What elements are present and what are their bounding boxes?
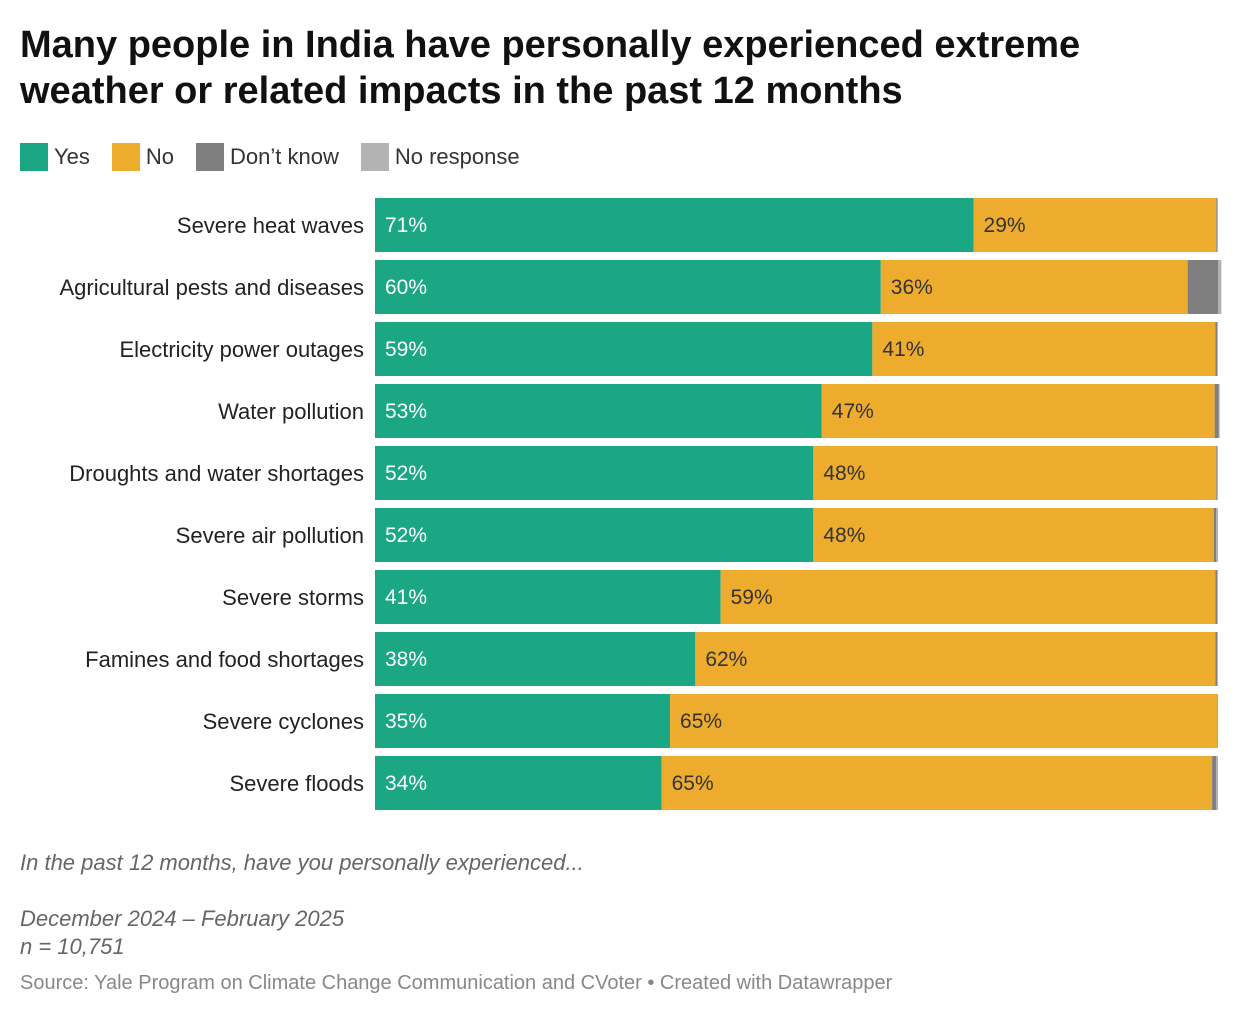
bar-no-response <box>1217 198 1218 252</box>
data-label-yes: 71% <box>385 214 427 237</box>
legend-label-yes: Yes <box>54 144 90 169</box>
bar-yes <box>375 632 696 686</box>
data-label-no: 59% <box>731 586 773 609</box>
data-label-no: 47% <box>832 400 874 423</box>
data-label-no: 41% <box>882 338 924 361</box>
bar-no <box>821 384 1215 438</box>
bar-row-agricultural-pests-and-diseases: Agricultural pests and diseases 60% 36% <box>60 260 1222 314</box>
data-label-yes: 60% <box>385 276 427 299</box>
bar-yes <box>375 322 873 376</box>
bar-dont-know <box>1216 198 1218 252</box>
data-label-no: 62% <box>705 648 747 671</box>
bar-no-response <box>1218 384 1220 438</box>
bar-no <box>813 508 1214 562</box>
legend-label-no: No <box>145 144 175 169</box>
category-label: Famines and food shortages <box>85 647 364 672</box>
bar-row-electricity-power-outages: Electricity power outages 59% 41% <box>119 322 1218 376</box>
bar-dont-know <box>1215 632 1218 686</box>
category-label: Droughts and water shortages <box>69 461 364 486</box>
bar-no-response <box>1217 322 1218 376</box>
category-label: Electricity power outages <box>119 337 364 362</box>
category-label: Severe storms <box>222 585 364 610</box>
bar-no <box>880 260 1188 314</box>
bar-dont-know <box>1213 508 1217 562</box>
legend-label-no-response: No response <box>394 144 520 169</box>
legend-swatch-dont-know <box>196 143 225 171</box>
bar-no <box>670 694 1218 748</box>
bar-row-severe-floods: Severe floods 34% 65% <box>229 756 1218 810</box>
bar-no <box>695 632 1216 686</box>
category-label: Severe heat waves <box>177 213 364 238</box>
bar-row-severe-cyclones: Severe cyclones 35% 65% <box>203 694 1218 748</box>
bar-no <box>973 198 1217 252</box>
category-label: Severe cyclones <box>203 709 364 734</box>
bar-yes <box>375 694 671 748</box>
sample-note: n = 10,751 <box>20 934 125 959</box>
data-label-no: 65% <box>680 710 722 733</box>
data-label-yes: 52% <box>385 524 427 547</box>
bar-yes <box>375 384 822 438</box>
legend-label-dont-know: Don’t know <box>230 144 339 169</box>
bar-dont-know <box>1214 384 1219 438</box>
bar-dont-know <box>1215 570 1218 624</box>
legend-item-yes: Yes <box>20 143 90 171</box>
bar-no <box>661 756 1213 810</box>
data-label-no: 65% <box>672 772 714 795</box>
bar-row-severe-storms: Severe storms 41% 59% <box>222 570 1218 624</box>
bar-yes <box>375 756 662 810</box>
data-label-no: 29% <box>984 214 1026 237</box>
category-label: Severe air pollution <box>176 523 364 548</box>
bar-yes <box>375 198 974 252</box>
category-label: Water pollution <box>218 399 364 424</box>
bar-no <box>813 446 1217 500</box>
bar-no <box>872 322 1216 376</box>
bar-no-response <box>1218 260 1222 314</box>
data-label-yes: 52% <box>385 462 427 485</box>
legend: Yes No Don’t know No response <box>20 142 542 172</box>
bar-yes <box>375 446 814 500</box>
bar-yes <box>375 508 814 562</box>
source-credit: Source: Yale Program on Climate Change C… <box>20 972 893 994</box>
chart-title: Many people in India have personally exp… <box>20 24 1081 112</box>
data-label-yes: 38% <box>385 648 427 671</box>
bar-no <box>720 570 1216 624</box>
data-label-no: 36% <box>891 276 933 299</box>
legend-swatch-no <box>111 143 140 171</box>
bar-dont-know <box>1216 446 1218 500</box>
bar-no-response <box>1217 570 1218 624</box>
data-label-yes: 35% <box>385 710 427 733</box>
bar-row-severe-air-pollution: Severe air pollution 52% 48% <box>176 508 1218 562</box>
legend-item-dont-know: Don’t know <box>196 143 339 171</box>
legend-swatch-yes <box>20 143 48 171</box>
data-label-yes: 34% <box>385 772 427 795</box>
legend-swatch-no-response <box>360 143 389 171</box>
data-label-yes: 41% <box>385 586 427 609</box>
bar-row-droughts-and-water-shortages: Droughts and water shortages 52% 48% <box>69 446 1218 500</box>
bar-dont-know <box>1187 260 1218 314</box>
data-label-no: 48% <box>823 462 865 485</box>
category-label: Severe floods <box>229 771 364 796</box>
bar-yes <box>375 570 721 624</box>
bar-no-response <box>1216 756 1218 810</box>
question-note: In the past 12 months, have you personal… <box>20 850 584 875</box>
bar-row-famines-and-food-shortages: Famines and food shortages 38% 62% <box>85 632 1218 686</box>
bar-yes <box>375 260 881 314</box>
dates-note: December 2024 – February 2025 <box>20 906 345 931</box>
bar-no-response <box>1216 508 1218 562</box>
category-label: Agricultural pests and diseases <box>60 275 365 300</box>
data-label-yes: 53% <box>385 400 427 423</box>
stacked-bar-chart: Severe heat waves 71% 29% Agricultural pest… <box>60 198 1222 810</box>
bar-row-water-pollution: Water pollution 53% 47% <box>218 384 1220 438</box>
bar-dont-know <box>1215 322 1218 376</box>
bar-row-severe-heat-waves: Severe heat waves 71% 29% <box>177 198 1218 252</box>
data-label-no: 48% <box>823 524 865 547</box>
bar-no-response <box>1217 632 1218 686</box>
bar-dont-know <box>1212 756 1217 810</box>
legend-item-no-response: No response <box>360 143 520 171</box>
data-label-yes: 59% <box>385 338 427 361</box>
legend-item-no: No <box>111 143 175 171</box>
bar-no-response <box>1217 446 1218 500</box>
